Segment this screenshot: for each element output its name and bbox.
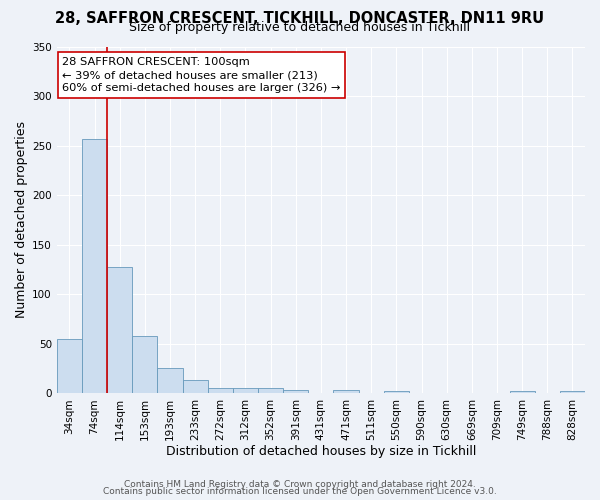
Text: Contains public sector information licensed under the Open Government Licence v3: Contains public sector information licen…: [103, 487, 497, 496]
Bar: [334, 390, 359, 394]
Bar: [384, 392, 409, 394]
Bar: [82, 138, 107, 394]
Y-axis label: Number of detached properties: Number of detached properties: [15, 122, 28, 318]
Bar: [509, 392, 535, 394]
Bar: [258, 388, 283, 394]
Text: Size of property relative to detached houses in Tickhill: Size of property relative to detached ho…: [130, 21, 470, 34]
Text: 28, SAFFRON CRESCENT, TICKHILL, DONCASTER, DN11 9RU: 28, SAFFRON CRESCENT, TICKHILL, DONCASTE…: [55, 11, 545, 26]
Bar: [57, 339, 82, 394]
Text: 28 SAFFRON CRESCENT: 100sqm
← 39% of detached houses are smaller (213)
60% of se: 28 SAFFRON CRESCENT: 100sqm ← 39% of det…: [62, 57, 340, 94]
Bar: [283, 390, 308, 394]
Bar: [233, 388, 258, 394]
Bar: [157, 368, 182, 394]
Bar: [208, 388, 233, 394]
Bar: [560, 392, 585, 394]
Bar: [107, 268, 132, 394]
X-axis label: Distribution of detached houses by size in Tickhill: Distribution of detached houses by size …: [166, 444, 476, 458]
Bar: [182, 380, 208, 394]
Bar: [132, 336, 157, 394]
Text: Contains HM Land Registry data © Crown copyright and database right 2024.: Contains HM Land Registry data © Crown c…: [124, 480, 476, 489]
